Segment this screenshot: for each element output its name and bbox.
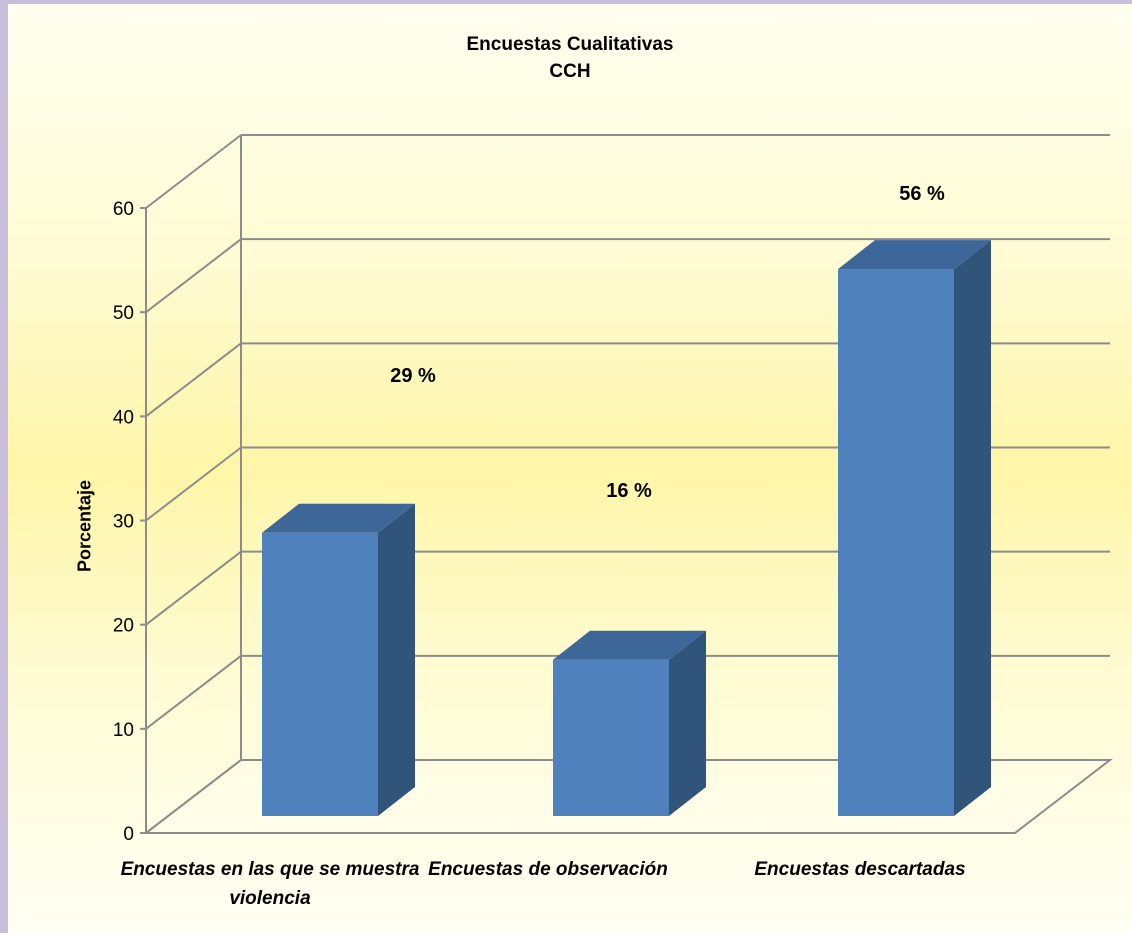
- bar-side: [669, 630, 706, 816]
- chart-frame: Encuestas Cualitativas CCH 0 10 20 30 40 50 60…: [8, 4, 1132, 933]
- bar: [262, 532, 378, 816]
- y-tick-label: 0: [123, 824, 134, 845]
- gridline-diagonal: [145, 655, 242, 730]
- y-tick-label: 10: [113, 720, 134, 741]
- y-tick-label: 30: [113, 512, 134, 533]
- bar-side: [954, 240, 991, 817]
- data-label: 29 %: [390, 365, 436, 387]
- bar-top: [262, 503, 415, 533]
- gridline-diagonal: [145, 550, 242, 626]
- bar-side: [378, 503, 415, 816]
- x-category-label: Encuestas descartadas: [754, 859, 966, 880]
- x-category-label: Encuestas de observación: [428, 859, 668, 880]
- gridline-diagonal: [145, 238, 242, 313]
- gridline-diagonal: [145, 342, 242, 418]
- x-category-label: Encuestas en las que se muestra violenci…: [120, 859, 420, 909]
- y-tick-label: 20: [113, 616, 134, 637]
- y-tick-label: 50: [113, 303, 134, 324]
- y-tick-label: 40: [113, 407, 134, 428]
- chart-title: Encuestas Cualitativas: [466, 34, 674, 55]
- bar-top: [553, 630, 706, 660]
- gridline-diagonal: [145, 134, 242, 209]
- bar-top: [838, 240, 991, 270]
- y-axis-label: Porcentaje: [74, 479, 95, 573]
- bar: [553, 659, 669, 816]
- chart-plot: 0 10 20 30 40 50 60 29 % 16 % 56 %: [113, 134, 1113, 845]
- y-tick-label: 60: [113, 199, 134, 220]
- bar: [838, 269, 954, 817]
- data-label: 56 %: [899, 183, 945, 205]
- gridline-diagonal: [145, 446, 242, 522]
- chart-subtitle: CCH: [549, 61, 591, 82]
- data-label: 16 %: [606, 480, 652, 502]
